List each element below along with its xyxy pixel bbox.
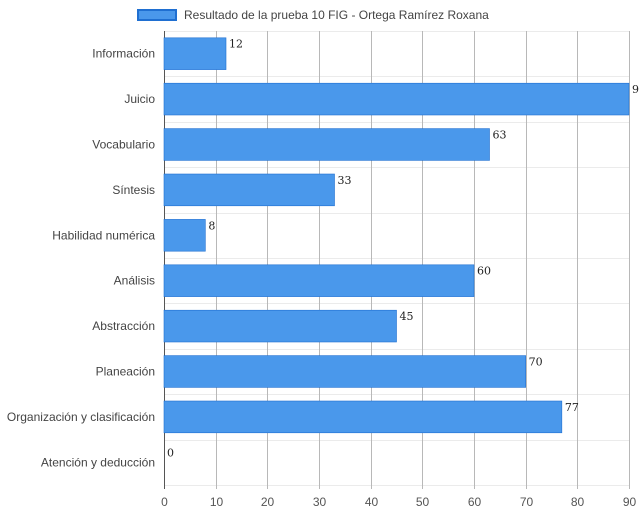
category-label: Planeación xyxy=(96,365,155,379)
x-tick-label: 70 xyxy=(520,495,534,509)
data-labels: 12 90 63 33 8 60 45 70 77 0 xyxy=(167,38,639,460)
bar[interactable] xyxy=(163,400,563,434)
category-label: Análisis xyxy=(114,274,155,288)
category-label: Información xyxy=(92,47,155,61)
category-label: Síntesis xyxy=(112,183,155,197)
data-label: 45 xyxy=(400,310,414,323)
data-label: 90 xyxy=(632,83,639,96)
x-tick-labels: 0 10 20 30 40 50 60 70 80 90 xyxy=(161,495,636,509)
legend-label: Resultado de la prueba 10 FIG - Ortega R… xyxy=(184,8,489,22)
data-label: 63 xyxy=(493,129,507,142)
bars xyxy=(163,37,630,434)
x-tick-label: 50 xyxy=(416,495,430,509)
x-tick-label: 20 xyxy=(261,495,275,509)
chart-legend[interactable]: Resultado de la prueba 10 FIG - Ortega R… xyxy=(137,6,489,24)
bar[interactable] xyxy=(163,128,490,161)
bar[interactable] xyxy=(163,355,526,388)
bar[interactable] xyxy=(163,309,397,343)
x-tick-label: 40 xyxy=(365,495,379,509)
x-tick-label: 90 xyxy=(623,495,637,509)
bar[interactable] xyxy=(163,173,335,207)
category-label: Vocabulario xyxy=(92,138,155,152)
bar[interactable] xyxy=(163,82,630,116)
category-label: Organización y clasificación xyxy=(7,410,155,424)
x-tick-label: 10 xyxy=(210,495,224,509)
category-label: Habilidad numérica xyxy=(52,228,155,242)
legend-swatch xyxy=(137,9,177,21)
bar[interactable] xyxy=(163,219,206,252)
bar[interactable] xyxy=(163,264,475,297)
x-tick-label: 0 xyxy=(161,495,168,509)
data-label: 77 xyxy=(565,401,579,414)
category-labels: Información Juicio Vocabulario Síntesis Habi… xyxy=(7,47,155,470)
data-label: 8 xyxy=(208,219,215,232)
x-tick-label: 60 xyxy=(468,495,482,509)
data-label: 12 xyxy=(229,38,243,51)
x-tick-label: 30 xyxy=(313,495,327,509)
data-label: 33 xyxy=(338,174,352,187)
category-label: Juicio xyxy=(124,92,155,106)
data-label: 0 xyxy=(167,446,174,459)
category-label: Atención y deducción xyxy=(41,455,155,469)
x-tick-label: 80 xyxy=(571,495,585,509)
category-label: Abstracción xyxy=(92,319,155,333)
bar[interactable] xyxy=(163,37,227,70)
data-label: 60 xyxy=(477,265,491,278)
data-label: 70 xyxy=(529,356,543,369)
